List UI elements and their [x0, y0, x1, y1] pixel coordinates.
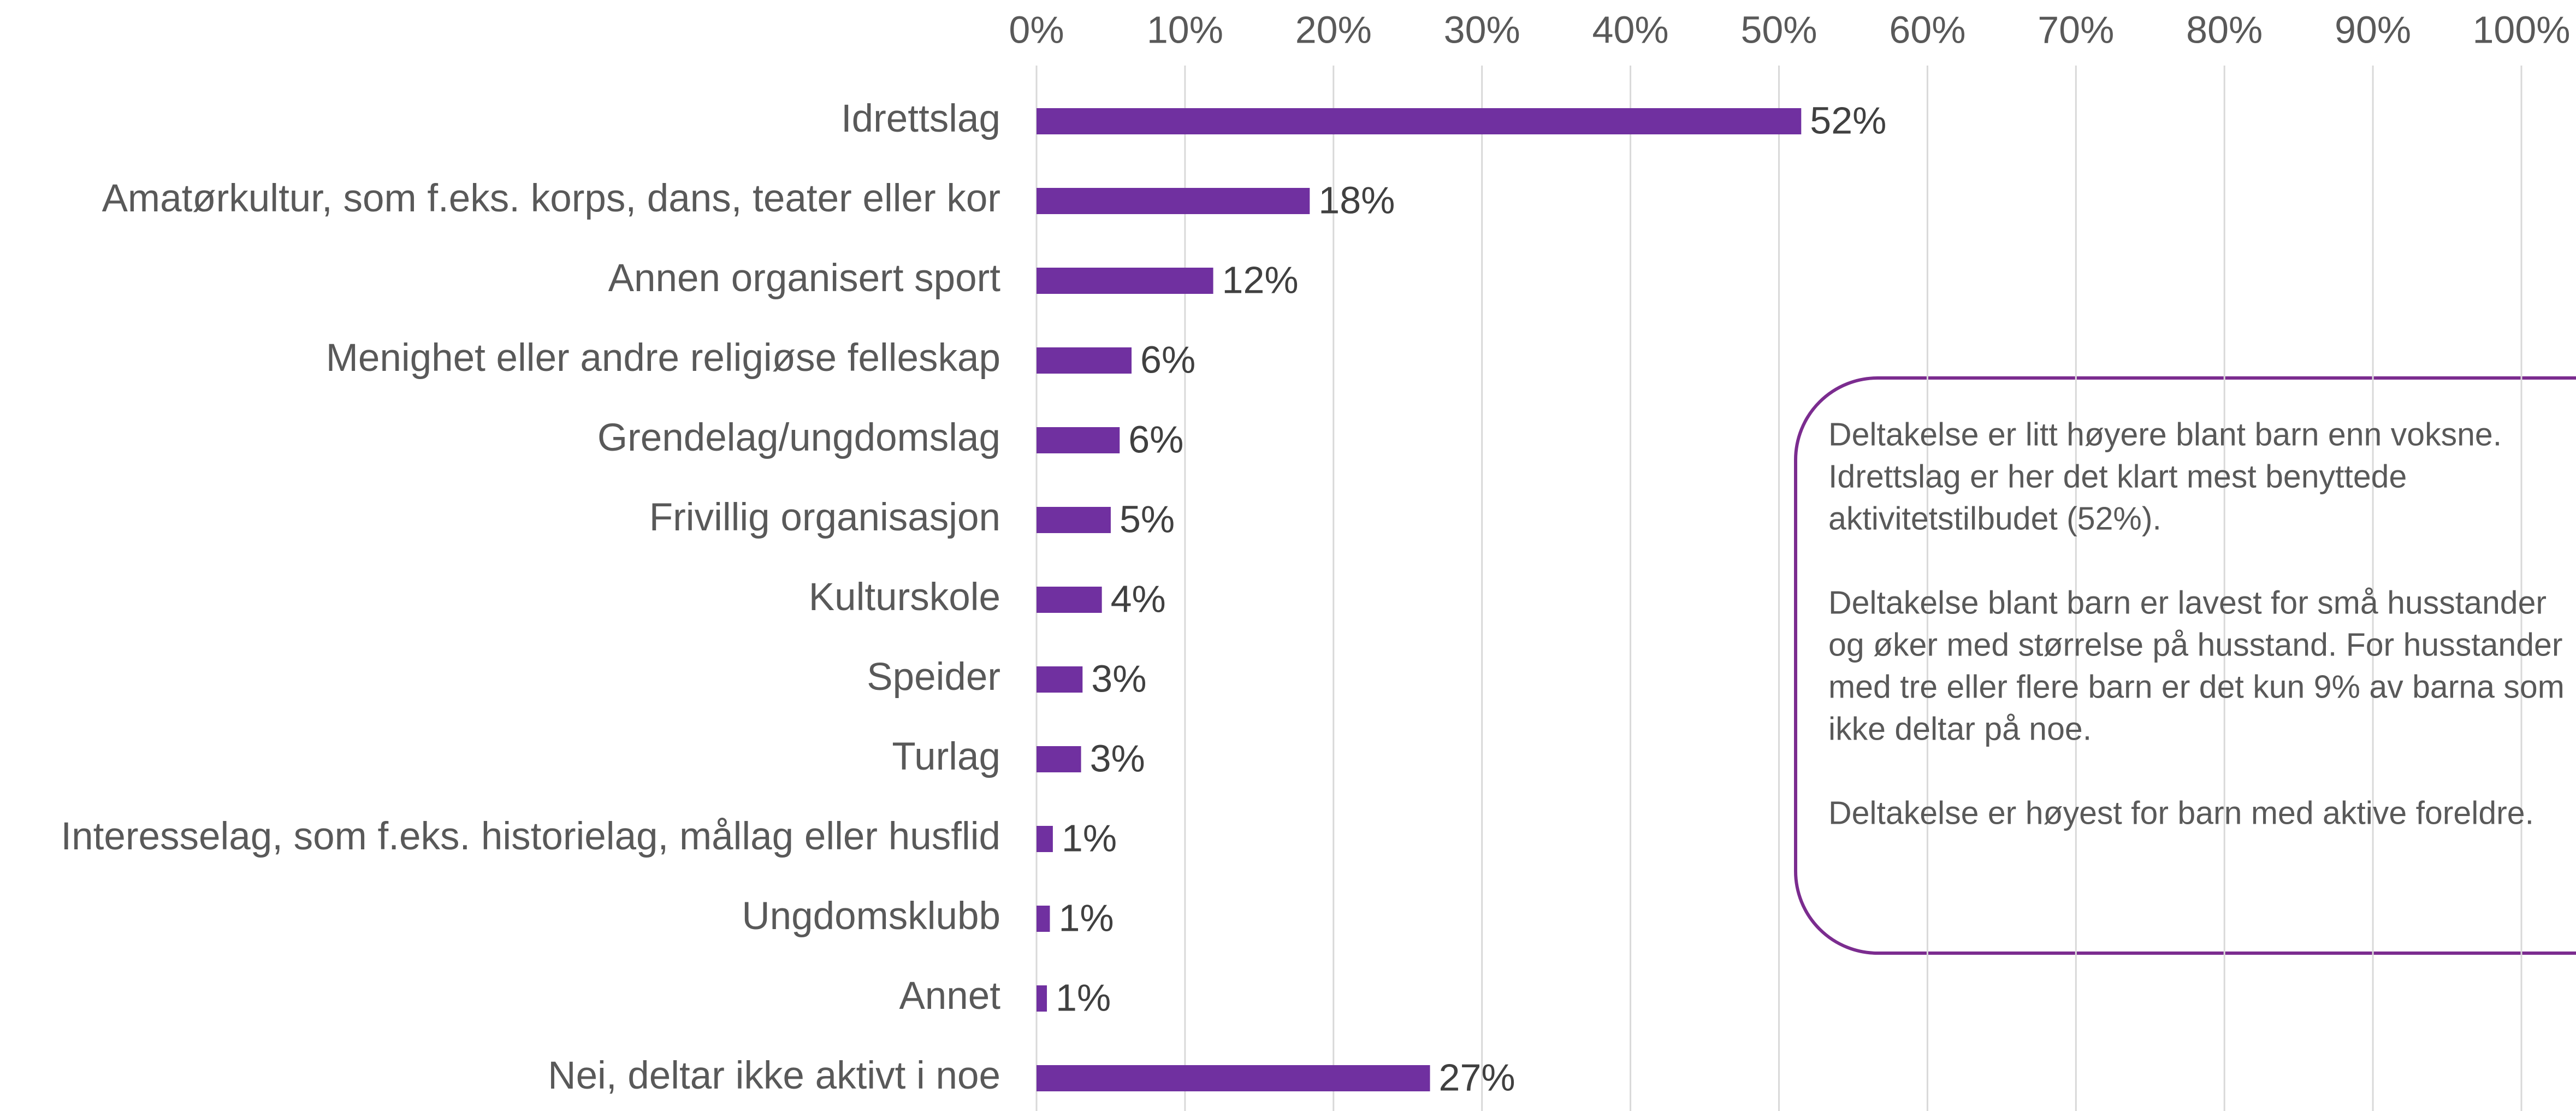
y-tick-label: Menighet eller andre religiøse felleskap: [326, 336, 1000, 380]
data-label: 5%: [1120, 498, 1175, 540]
data-label: 6%: [1140, 338, 1195, 381]
data-label: 12%: [1222, 258, 1299, 301]
y-tick-label: Annet: [899, 974, 1000, 1018]
data-label: 3%: [1091, 657, 1146, 700]
bar: [1037, 985, 1047, 1012]
x-tick-label: 50%: [1740, 8, 1817, 51]
data-label: 3%: [1090, 737, 1145, 779]
x-tick-label: 0%: [1009, 8, 1064, 51]
y-tick-label: Annen organisert sport: [608, 257, 1001, 300]
y-tick-label: Grendelag/ungdomslag: [597, 416, 1000, 459]
annotation-text: Idrettslag er her det klart mest benytte…: [1828, 459, 2407, 495]
annotation-text: Deltakelse blant barn er lavest for små …: [1828, 585, 2547, 621]
y-tick-label: Kulturskole: [809, 576, 1000, 619]
x-tick-label: 30%: [1444, 8, 1520, 51]
y-tick-label: Speider: [867, 655, 1000, 699]
annotation-text: Deltakelse er litt høyere blant barn enn…: [1828, 417, 2502, 453]
y-tick-label: Turlag: [892, 735, 1000, 778]
y-tick-label: Interesselag, som f.eks. historielag, må…: [61, 815, 1000, 858]
y-tick-label: Nei, deltar ikke aktivt i noe: [548, 1054, 1000, 1097]
bar: [1037, 1065, 1430, 1091]
bar: [1037, 108, 1802, 134]
y-tick-label: Amatørkultur, som f.eks. korps, dans, te…: [102, 177, 1000, 220]
data-label: 27%: [1439, 1056, 1515, 1098]
data-label: 6%: [1128, 418, 1183, 460]
bar: [1037, 906, 1050, 932]
y-tick-label: Frivillig organisasjon: [649, 496, 1000, 539]
annotation-text: med tre eller flere barn er det kun 9% a…: [1828, 669, 2565, 705]
bar: [1037, 347, 1132, 374]
bar: [1037, 587, 1102, 613]
x-tick-label: 70%: [2038, 8, 2114, 51]
bar: [1037, 268, 1213, 294]
annotation-text: og øker med størrelse på husstand. For h…: [1828, 627, 2563, 663]
data-label: 52%: [1810, 99, 1886, 141]
x-tick-label: 40%: [1592, 8, 1669, 51]
x-tick-label: 20%: [1295, 8, 1372, 51]
x-tick-label: 90%: [2335, 8, 2411, 51]
annotation-text: Deltakelse er høyest for barn med aktive…: [1828, 795, 2534, 831]
annotation-text: ikke deltar på noe.: [1828, 711, 2092, 747]
bar: [1037, 188, 1310, 214]
y-tick-label: Ungdomsklubb: [742, 895, 1000, 938]
data-label: 1%: [1062, 817, 1117, 859]
data-label: 1%: [1056, 976, 1111, 1019]
bar: [1037, 826, 1053, 852]
data-label: 1%: [1058, 896, 1114, 939]
annotation-box: [1794, 376, 2576, 955]
bar: [1037, 507, 1111, 533]
data-label: 4%: [1111, 577, 1166, 620]
y-tick-label: Idrettslag: [841, 97, 1000, 140]
bar: [1037, 427, 1120, 453]
bar: [1037, 746, 1081, 772]
x-tick-label: 10%: [1147, 8, 1223, 51]
x-tick-label: 100%: [2472, 8, 2570, 51]
x-tick-label: 60%: [1889, 8, 1965, 51]
x-tick-label: 80%: [2186, 8, 2263, 51]
data-label: 18%: [1318, 179, 1395, 221]
bar: [1037, 666, 1083, 693]
annotation-text: aktivitetstilbudet (52%).: [1828, 501, 2162, 537]
